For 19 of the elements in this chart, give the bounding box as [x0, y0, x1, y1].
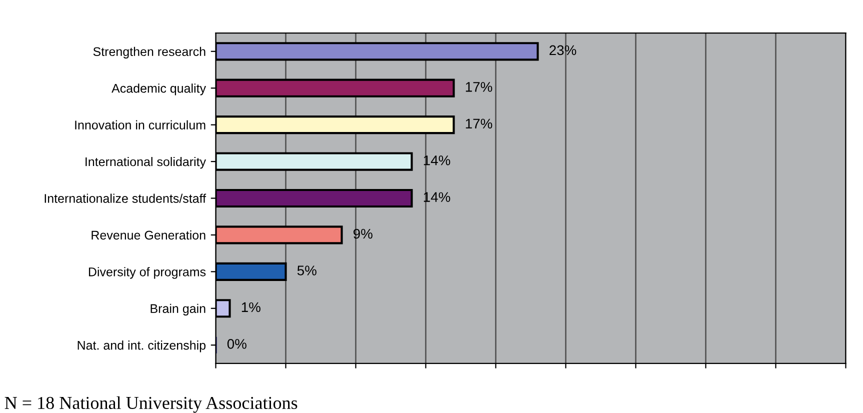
y-tick-label: International solidarity — [86, 157, 206, 169]
data-label: 14% — [424, 155, 450, 166]
y-tick-label: Nat. and int. citizenship — [78, 340, 206, 352]
data-label: 14% — [424, 192, 450, 202]
text: N = 18 National University Associations — [4, 396, 298, 413]
data-label: 1% — [242, 302, 260, 312]
data-label: 23% — [550, 45, 576, 56]
y-tick-label: Innovation in curriculum — [75, 120, 206, 130]
data-label: 17% — [466, 82, 492, 92]
data-label: 5% — [297, 266, 316, 276]
y-tick-label: Internationalize students/staff — [44, 194, 206, 203]
data-label: 0% — [227, 338, 246, 349]
data-label: 17% — [466, 118, 492, 128]
data-label: 9% — [354, 228, 372, 239]
y-tick-label: Brain gain — [150, 304, 206, 316]
y-tick-label: Strengthen research — [93, 46, 206, 59]
y-tick-label: Academic quality — [112, 84, 206, 96]
y-tick-label: Revenue Generation — [92, 230, 206, 240]
y-tick-label: Diversity of programs — [88, 267, 206, 279]
